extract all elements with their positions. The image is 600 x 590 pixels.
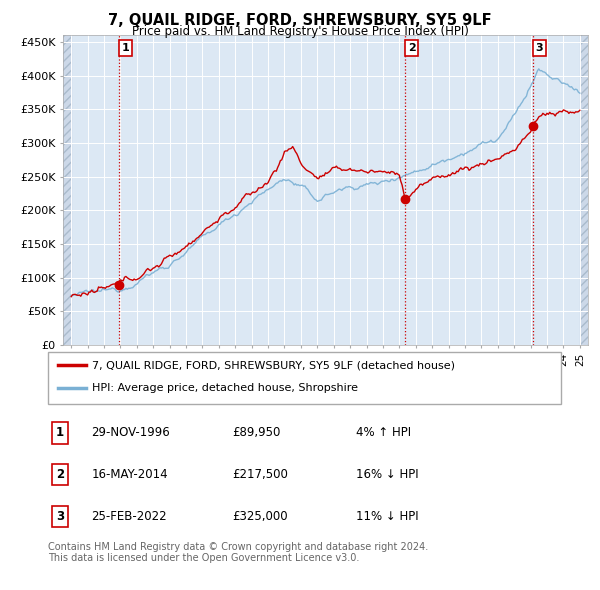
- Bar: [63, 35, 71, 345]
- Text: Contains HM Land Registry data © Crown copyright and database right 2024.
This d: Contains HM Land Registry data © Crown c…: [48, 542, 428, 563]
- Text: 3: 3: [56, 510, 64, 523]
- Text: 7, QUAIL RIDGE, FORD, SHREWSBURY, SY5 9LF: 7, QUAIL RIDGE, FORD, SHREWSBURY, SY5 9L…: [108, 13, 492, 28]
- Text: 1: 1: [121, 43, 129, 53]
- Bar: [580, 35, 588, 345]
- Text: 29-NOV-1996: 29-NOV-1996: [92, 427, 170, 440]
- Text: 16% ↓ HPI: 16% ↓ HPI: [356, 468, 418, 481]
- Text: 11% ↓ HPI: 11% ↓ HPI: [356, 510, 418, 523]
- Text: £89,950: £89,950: [233, 427, 281, 440]
- Text: 2: 2: [56, 468, 64, 481]
- Bar: [63, 35, 71, 345]
- Text: 4% ↑ HPI: 4% ↑ HPI: [356, 427, 411, 440]
- Text: 16-MAY-2014: 16-MAY-2014: [92, 468, 168, 481]
- Text: Price paid vs. HM Land Registry's House Price Index (HPI): Price paid vs. HM Land Registry's House …: [131, 25, 469, 38]
- Text: 2: 2: [408, 43, 416, 53]
- Text: £325,000: £325,000: [233, 510, 289, 523]
- Text: HPI: Average price, detached house, Shropshire: HPI: Average price, detached house, Shro…: [92, 383, 358, 393]
- Text: 1: 1: [56, 427, 64, 440]
- Bar: [580, 35, 588, 345]
- Text: 3: 3: [535, 43, 543, 53]
- Text: 7, QUAIL RIDGE, FORD, SHREWSBURY, SY5 9LF (detached house): 7, QUAIL RIDGE, FORD, SHREWSBURY, SY5 9L…: [92, 360, 455, 370]
- Text: 25-FEB-2022: 25-FEB-2022: [92, 510, 167, 523]
- Text: £217,500: £217,500: [233, 468, 289, 481]
- FancyBboxPatch shape: [48, 352, 561, 404]
